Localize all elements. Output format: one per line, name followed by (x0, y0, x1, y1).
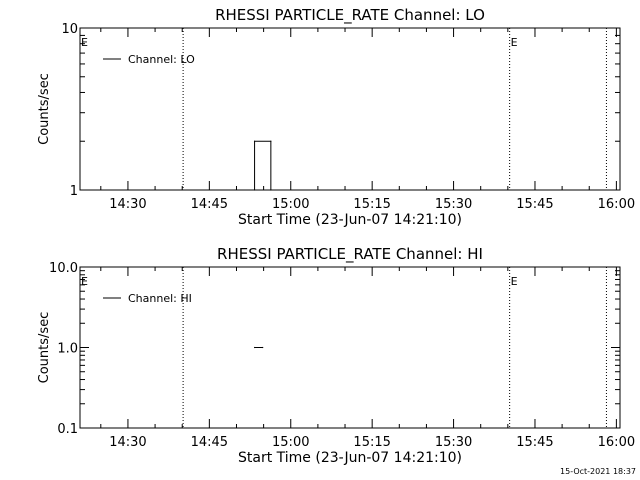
x-tick-label: 15:30 (435, 435, 472, 450)
x-axis-label: Start Time (23-Jun-07 14:21:10) (238, 450, 462, 466)
event-marker-label: E (511, 275, 518, 288)
x-axis-label: Start Time (23-Jun-07 14:21:10) (238, 212, 462, 228)
x-tick-label: 14:30 (109, 197, 146, 212)
x-tick-label: 16:00 (598, 197, 635, 212)
x-tick-label: 15:15 (353, 435, 390, 450)
x-tick-label: 16:00 (598, 435, 635, 450)
x-tick-label: 15:45 (516, 435, 553, 450)
x-tick-label: 15:45 (516, 197, 553, 212)
legend-label: Channel: LO (128, 53, 195, 66)
y-tick-label: 10.0 (49, 261, 78, 276)
chart-title: RHESSI PARTICLE_RATE Channel: LO (215, 6, 485, 25)
series-point (253, 189, 256, 191)
chart-panel-2: RHESSI PARTICLE_RATE Channel: HI 14:30 14:… (37, 245, 635, 466)
x-tick-label: 14:30 (109, 435, 146, 450)
y-tick-label: 0.1 (57, 422, 78, 437)
x-tick-label: 15:30 (435, 197, 472, 212)
x-tick-label: 15:15 (353, 197, 390, 212)
series-line (254, 140, 272, 190)
y-tick-label: 1.0 (57, 342, 78, 357)
y-axis-label: Counts/sec (37, 312, 52, 384)
y-tick-label: 1 (70, 184, 78, 199)
x-tick-label: 14:45 (191, 197, 228, 212)
edge-marker-label: E (81, 36, 88, 49)
series-point (262, 346, 264, 349)
x-tick-label: 14:45 (191, 435, 228, 450)
chart-legend: Channel: LO (103, 53, 195, 66)
x-tick-label: 15:00 (272, 435, 309, 450)
chart-title: RHESSI PARTICLE_RATE Channel: HI (217, 245, 483, 264)
series-point (253, 346, 256, 349)
y-tick-label: 10 (61, 22, 78, 37)
series-point (270, 140, 272, 142)
event-marker-label: E (511, 36, 518, 49)
y-axis-label: Counts/sec (37, 73, 52, 145)
chart-legend: Channel: HI (103, 292, 192, 305)
series-point (253, 140, 256, 142)
edge-marker-label: E (81, 275, 88, 288)
x-tick-label: 15:00 (272, 197, 309, 212)
footer-timestamp: 15-Oct-2021 18:37 (560, 467, 636, 476)
chart-panel-1: RHESSI PARTICLE_RATE Channel: LO 14:30 14:… (37, 6, 635, 228)
plot-frame (79, 27, 621, 191)
series-point (270, 189, 272, 191)
legend-label: Channel: HI (128, 292, 192, 305)
